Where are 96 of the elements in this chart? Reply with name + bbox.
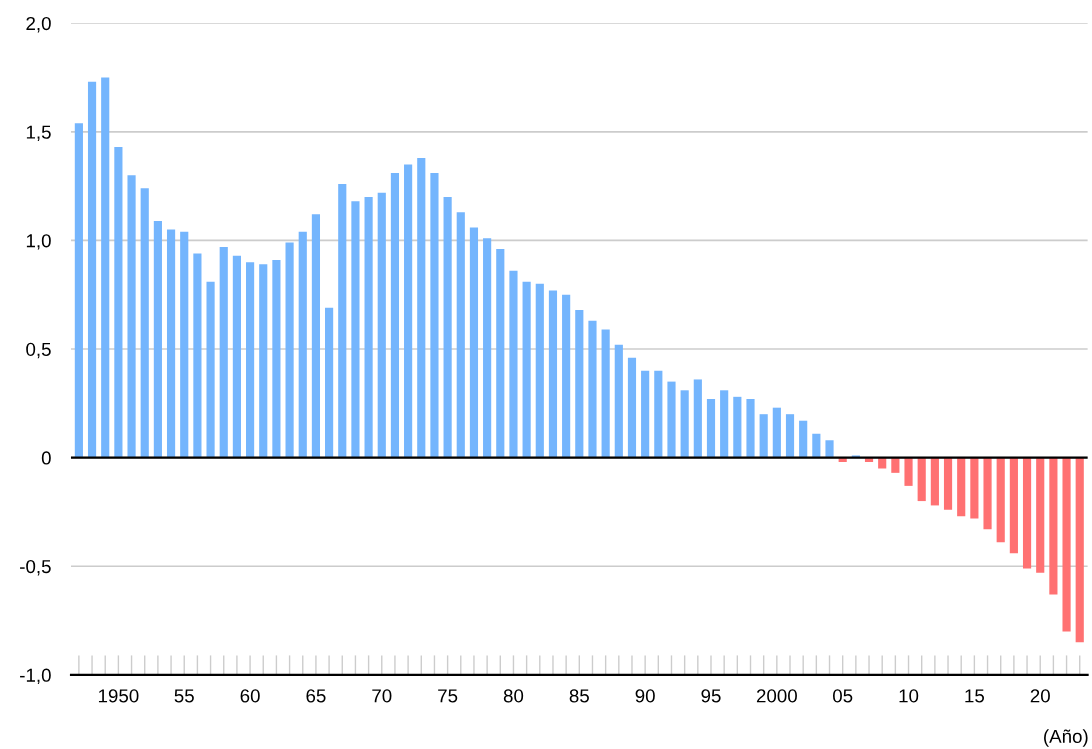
bar (641, 370, 650, 458)
bar (404, 164, 413, 458)
bar (193, 253, 202, 458)
bar (311, 214, 321, 458)
bar (588, 320, 597, 458)
x-tick-label: 95 (701, 689, 721, 703)
y-tick-label: 1,0 (26, 234, 51, 250)
bar (87, 81, 97, 458)
bar (785, 414, 795, 458)
bar (706, 398, 716, 458)
bar (364, 196, 373, 458)
x-tick-label: 1950 (98, 689, 139, 703)
bar (1062, 457, 1071, 632)
bar (1036, 457, 1045, 573)
x-tick-label: 90 (635, 689, 655, 703)
bar (153, 220, 162, 458)
bar (667, 381, 676, 458)
bar (377, 192, 386, 458)
bar (430, 173, 439, 458)
bar (140, 188, 149, 458)
bar (469, 227, 479, 458)
x-tick-label: 75 (438, 689, 458, 703)
bar (232, 255, 241, 458)
bar (390, 173, 400, 458)
bar (219, 246, 228, 458)
x-tick-label: 05 (832, 689, 853, 703)
bar (943, 457, 953, 510)
bar (272, 259, 281, 458)
y-tick-label: -1,0 (20, 668, 51, 685)
x-tick-label: 2000 (756, 689, 797, 703)
bar (127, 175, 136, 458)
bar (180, 231, 189, 458)
bar (74, 123, 83, 458)
y-tick-label: 0,5 (26, 342, 51, 359)
bar (1022, 457, 1032, 569)
bar (535, 283, 544, 458)
bar (101, 77, 110, 458)
bar (259, 264, 268, 458)
x-tick-label: 60 (240, 689, 260, 703)
bar (917, 457, 926, 502)
bar (1075, 457, 1084, 643)
bar (114, 147, 123, 458)
bar (983, 457, 992, 530)
bar (509, 270, 518, 458)
x-tick-label: 20 (1030, 689, 1050, 703)
bar (562, 294, 571, 458)
bar (904, 457, 913, 486)
text: (Año) (1044, 729, 1088, 747)
bar (825, 440, 834, 458)
x-tick-label: 80 (503, 689, 524, 703)
bar (627, 357, 637, 458)
x-tick-label: 15 (965, 689, 985, 703)
bar (351, 201, 360, 458)
bar (575, 309, 584, 458)
bar (680, 390, 689, 458)
bar (206, 281, 215, 458)
bar (1049, 457, 1058, 595)
y-tick-label: 2,0 (26, 16, 51, 33)
bar (654, 370, 663, 458)
bar (812, 433, 821, 458)
bar (325, 307, 334, 458)
bar (891, 457, 900, 473)
x-tick-label: 10 (899, 689, 919, 703)
bar (720, 390, 729, 458)
bar (693, 379, 702, 458)
bar (746, 398, 755, 458)
bar (548, 290, 558, 458)
bar (957, 457, 966, 517)
bar (285, 242, 294, 458)
y-tick-label: 1,5 (26, 125, 51, 142)
bar (799, 420, 808, 458)
bar (733, 396, 742, 458)
y-tick-label: -0,5 (20, 559, 51, 576)
bar (246, 262, 255, 458)
bar (614, 344, 623, 458)
bar (522, 281, 531, 458)
y-tick-label: 0 (41, 451, 51, 465)
x-tick-label: 85 (569, 689, 589, 703)
bar (1009, 457, 1018, 554)
bar (166, 229, 176, 458)
x-tick-label: 70 (372, 689, 392, 703)
bar (456, 212, 465, 458)
bar (970, 457, 979, 519)
bar (338, 183, 347, 458)
bar (298, 231, 307, 458)
bar (417, 157, 426, 458)
x-tick-label: 55 (174, 689, 194, 703)
bar (930, 457, 939, 506)
x-tick-label: 65 (306, 689, 326, 703)
bar (483, 238, 492, 458)
bar (601, 329, 610, 458)
bar (772, 407, 781, 458)
bar (443, 196, 452, 458)
bar (759, 414, 768, 458)
bar (496, 249, 505, 458)
bar (996, 457, 1005, 543)
